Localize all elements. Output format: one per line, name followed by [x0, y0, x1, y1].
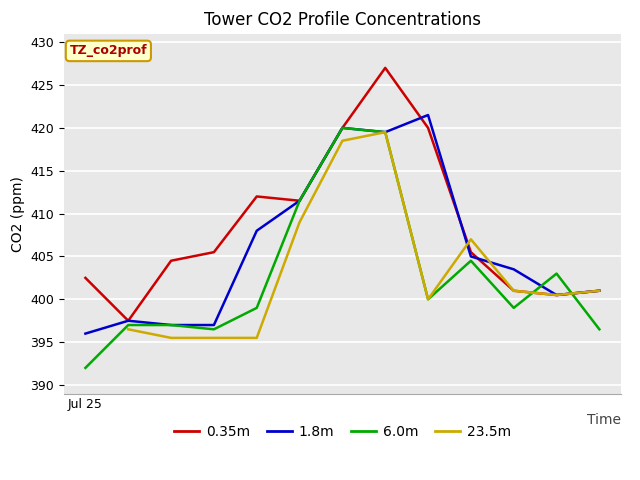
- Text: TZ_co2prof: TZ_co2prof: [70, 44, 147, 58]
- Y-axis label: CO2 (ppm): CO2 (ppm): [11, 176, 25, 252]
- Text: Time: Time: [587, 413, 621, 427]
- Legend: 0.35m, 1.8m, 6.0m, 23.5m: 0.35m, 1.8m, 6.0m, 23.5m: [168, 419, 516, 444]
- Title: Tower CO2 Profile Concentrations: Tower CO2 Profile Concentrations: [204, 11, 481, 29]
